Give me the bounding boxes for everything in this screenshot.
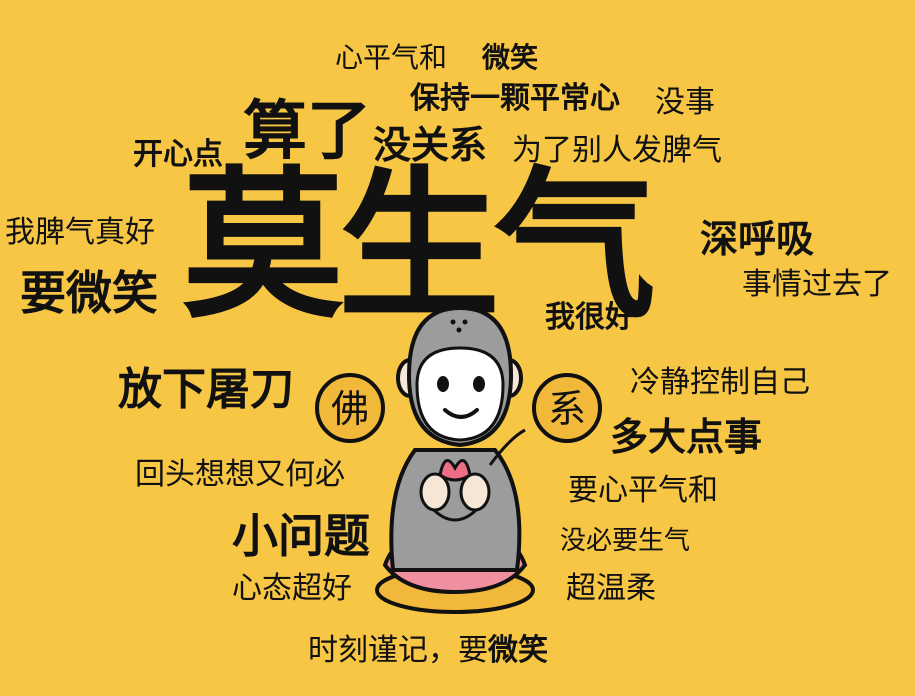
word-calm-1: 心平气和 (335, 41, 448, 74)
word-be-happy: 开心点 (133, 137, 223, 172)
word-stay-calm: 要心平气和 (568, 473, 718, 508)
footer-prefix: 时刻谨记，要 (308, 633, 488, 668)
word-good-temper: 我脾气真好 (5, 215, 155, 250)
word-it-is-over: 事情过去了 (742, 267, 892, 302)
word-forget-it: 算了 (243, 95, 371, 169)
word-keep-calm-heart: 保持一颗平常心 (410, 81, 620, 116)
word-very-gentle: 超温柔 (566, 571, 656, 606)
eye-left (437, 376, 449, 392)
word-angry-for-others: 为了别人发脾气 (512, 133, 722, 168)
badge-right: 系 (532, 373, 602, 443)
word-look-back: 回头想想又何必 (135, 457, 345, 492)
badge-right-text: 系 (548, 387, 586, 431)
word-smile-1: 微笑 (482, 41, 539, 74)
word-put-down-knife: 放下屠刀 (118, 364, 294, 415)
smile (443, 408, 479, 419)
word-must-smile: 要微笑 (20, 266, 158, 320)
footer-motto: 时刻谨记，要微笑 (308, 636, 548, 666)
badge-left: 佛 (315, 373, 385, 443)
word-self-control: 冷静控制自己 (630, 365, 810, 400)
monk-illustration: 佛 系 (315, 305, 602, 614)
word-no-need-angry: 没必要生气 (560, 526, 691, 556)
word-no-problem: 没事 (655, 85, 715, 120)
word-no-big-deal: 多大点事 (610, 415, 763, 459)
word-great-mood: 心态超好 (232, 571, 352, 606)
badge-left-text: 佛 (331, 387, 369, 431)
word-never-mind: 没关系 (373, 123, 488, 167)
word-i-am-fine: 我很好 (545, 300, 635, 335)
eye-right (473, 376, 485, 392)
hands-lotus (419, 428, 526, 512)
footer-emphasis: 微笑 (488, 633, 548, 668)
word-deep-breath: 深呼吸 (700, 217, 815, 261)
word-small-problem: 小问题 (232, 509, 370, 563)
monk-head (406, 305, 514, 448)
headline-dont-be-angry: 莫生气 (182, 153, 656, 341)
